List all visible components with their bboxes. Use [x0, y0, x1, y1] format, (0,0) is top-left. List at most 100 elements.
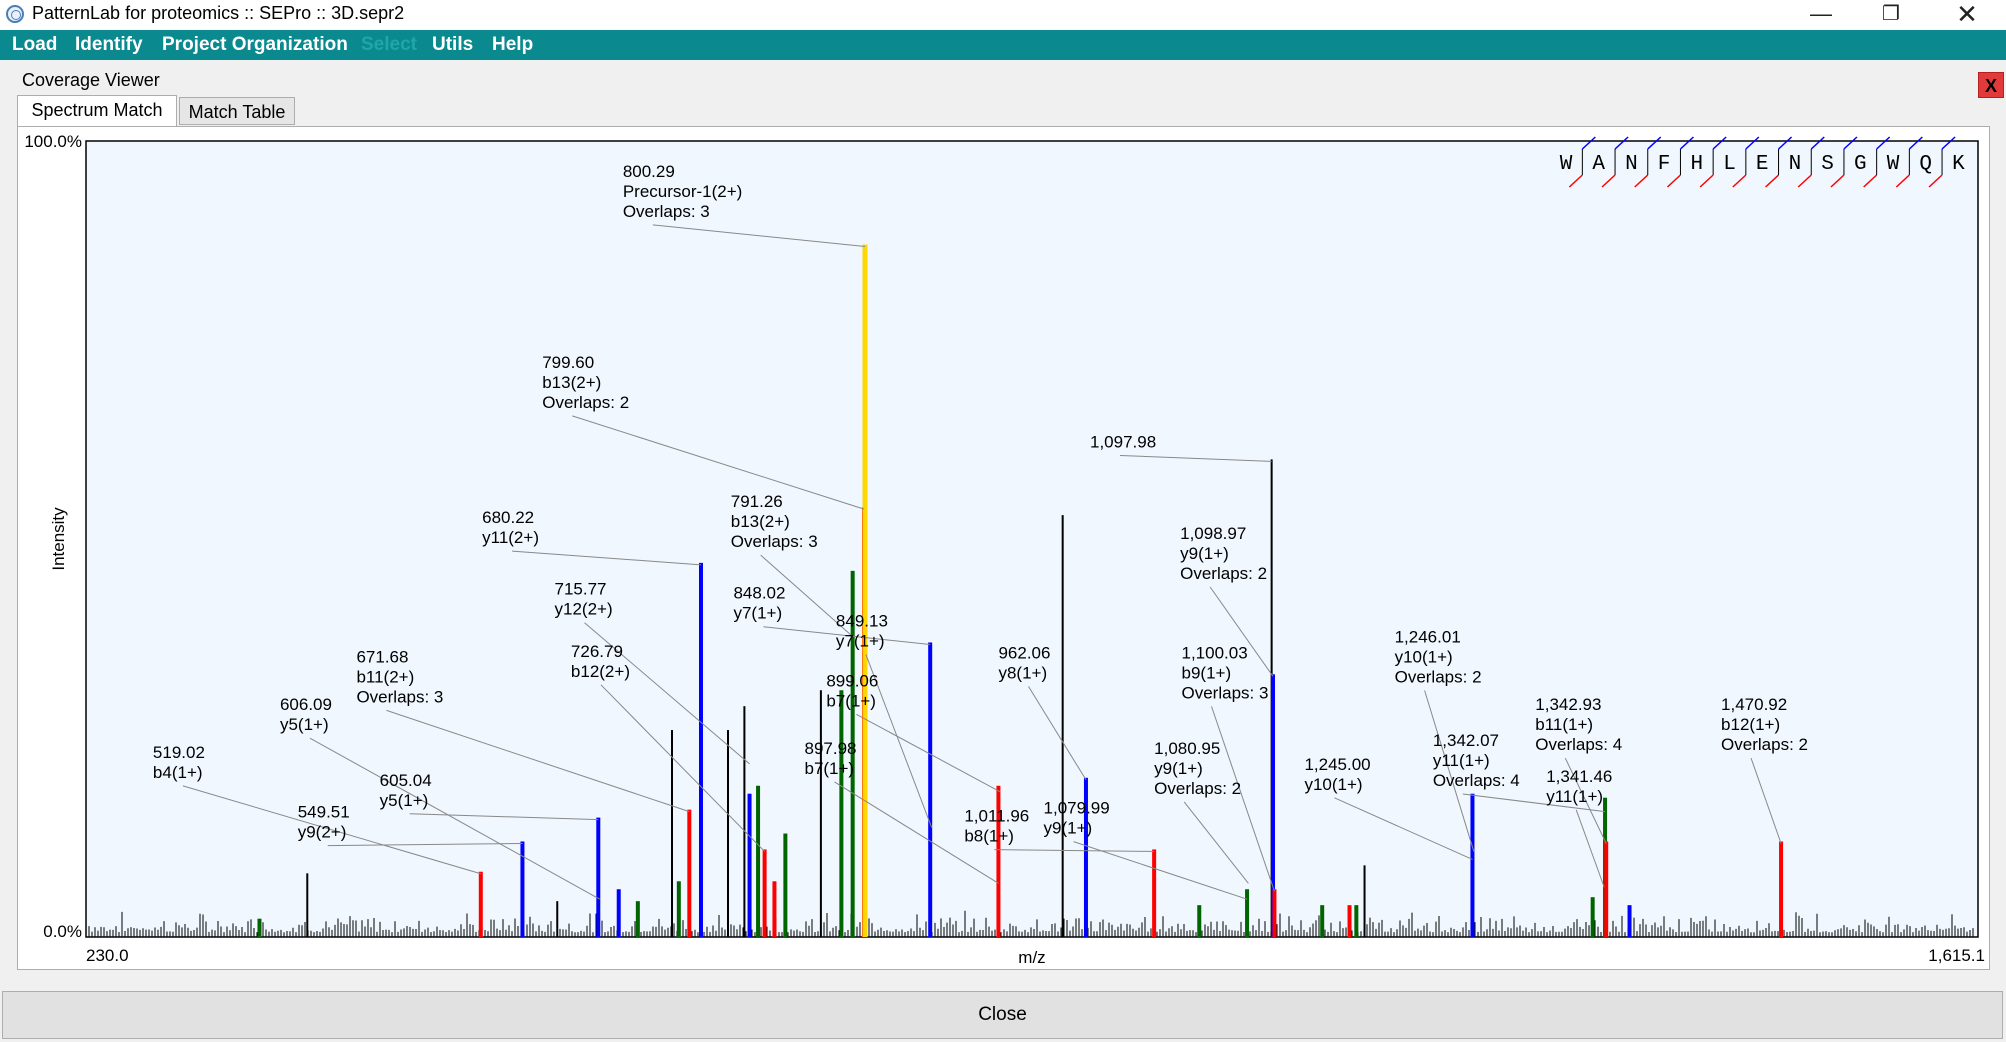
annotation-leader: [584, 622, 750, 765]
annotation-leader: [1183, 801, 1249, 884]
menu-bar: Load Identify Project Organization Selec…: [0, 30, 2006, 60]
residue-N: N: [1789, 153, 1802, 176]
tab-match-table[interactable]: Match Table: [179, 97, 295, 125]
annotation-leader: [512, 550, 702, 566]
peak-680.22: [698, 562, 703, 937]
menu-identify[interactable]: Identify: [75, 34, 143, 55]
annotation-leader: [1119, 454, 1272, 462]
annotation-label: 1,097.98: [1090, 432, 1156, 451]
menu-select: Select: [361, 34, 417, 55]
peak-664: [676, 881, 681, 937]
annotation-label: 680.22 y11(2+): [482, 508, 539, 547]
residue-S: S: [1821, 153, 1834, 176]
annotation-leader: [1028, 686, 1087, 781]
annotation-leader: [1462, 793, 1606, 813]
peak-671.68: [687, 809, 692, 937]
annotation-leaders: [182, 224, 1782, 900]
peak-392: [306, 873, 309, 937]
peak-1045: [1197, 905, 1202, 937]
annotation-labels: 519.02 b4(1+) 549.51 y9(2+) 606.09 y5(1+) 605.…: [153, 162, 1808, 846]
x-tick-left: 230.0: [86, 946, 129, 965]
peak-1098.97: [1270, 674, 1275, 937]
annotation-leader: [865, 654, 933, 828]
peak-1011.96: [1152, 849, 1157, 937]
annotation-leader: [1211, 706, 1275, 892]
peak-bars: [257, 244, 1784, 938]
restore-icon[interactable]: ❐: [1882, 3, 1900, 25]
peak-357: [257, 918, 262, 937]
peak-726.79: [762, 849, 767, 937]
peak-1135: [1320, 905, 1325, 937]
annotation-label: 1,341.46 y11(1+): [1546, 767, 1612, 806]
y-axis-label: Intensity: [49, 507, 68, 571]
peak-1245: [1470, 793, 1475, 937]
spectrum-chart: 519.02 b4(1+) 549.51 y9(2+) 606.09 y5(1+) 605.…: [24, 132, 1985, 967]
annotation-label: 899.06 b7(1+): [826, 671, 878, 710]
annotation-label: 800.29 Precursor-1(2+) Overlaps: 3: [623, 162, 743, 221]
annotation-label: 1,098.97 y9(1+) Overlaps: 2: [1180, 524, 1267, 583]
b-ion-mark: [1666, 174, 1681, 188]
b-ion-mark: [1699, 174, 1714, 188]
close-button[interactable]: Close: [2, 991, 2003, 1039]
tab-spectrum-match[interactable]: Spectrum Match: [17, 95, 177, 128]
residue-L: L: [1723, 153, 1736, 176]
annotation-label: 1,011.96 b8(1+): [964, 807, 1029, 846]
minimize-icon[interactable]: —: [1810, 1, 1832, 26]
annotation-label: 791.26 b13(2+) Overlaps: 3: [731, 492, 818, 551]
plot-area: [85, 140, 1979, 938]
peak-659: [670, 730, 673, 937]
peak-722: [756, 785, 761, 937]
peak-742: [783, 833, 788, 937]
peak-791.26: [850, 570, 855, 937]
b-ion-mark: [1732, 174, 1747, 188]
title-bar: PatternLab for proteomics :: SEPro :: 3D…: [0, 0, 2006, 30]
menu-utils[interactable]: Utils: [432, 34, 474, 55]
y-ion-mark: [1908, 136, 1923, 150]
y-ion-mark: [1679, 136, 1694, 150]
menu-help[interactable]: Help: [492, 34, 534, 55]
annotation-label: 549.51 y9(2+): [298, 803, 350, 842]
menu-project-organization[interactable]: Project Organization: [162, 34, 348, 55]
annotation-label: 848.02 y7(1+): [733, 584, 785, 623]
b-ion-mark: [1634, 174, 1649, 188]
y-ion-mark: [1581, 136, 1596, 150]
residue-K: K: [1952, 153, 1965, 176]
annotation-label: 605.04 y5(1+): [380, 771, 432, 810]
peak-712: [743, 706, 746, 937]
peak-945: [1061, 515, 1064, 937]
residue-A: A: [1592, 153, 1605, 176]
peak-897.98: [996, 785, 1001, 937]
annotation-leader: [309, 737, 600, 900]
peak-1342.93: [1604, 841, 1609, 937]
annotation-leader: [760, 554, 853, 637]
peak-734: [772, 881, 777, 937]
close-icon[interactable]: ✕: [1956, 0, 1978, 29]
annotation-label: 1,342.07 y11(1+) Overlaps: 4: [1433, 731, 1520, 790]
annotation-label: 1,470.92 b12(1+) Overlaps: 2: [1721, 695, 1808, 754]
residue-F: F: [1658, 153, 1671, 176]
peak-1079.99: [1245, 889, 1250, 937]
window-title: PatternLab for proteomics :: SEPro :: 3D…: [32, 3, 405, 23]
peak-1100.03: [1272, 889, 1277, 937]
annotation-leader: [1564, 757, 1607, 844]
residue-W: W: [1887, 153, 1900, 176]
annotation-leader: [409, 813, 599, 821]
annotation-label: 1,245.00 y10(1+): [1304, 755, 1370, 794]
peak-1166: [1363, 865, 1366, 937]
y-ion-mark: [1876, 136, 1891, 150]
peak-549.51: [520, 841, 525, 937]
peak-1155: [1347, 905, 1352, 937]
annotation-leader: [1334, 797, 1473, 860]
peak-620: [616, 889, 621, 937]
b-ion-mark: [1863, 174, 1878, 188]
y-tick-bottom: 0.0%: [43, 922, 82, 941]
annotation-label: 849.13 y7(1+): [836, 612, 888, 651]
menu-load[interactable]: Load: [12, 34, 58, 55]
y-ion-mark: [1941, 136, 1956, 150]
annotation-label: 606.09 y5(1+): [280, 695, 332, 734]
annotation-leader: [1750, 757, 1782, 844]
annotation-leader: [834, 781, 999, 884]
panel-close-button[interactable]: X: [1978, 72, 2004, 98]
b-ion-mark: [1765, 174, 1780, 188]
